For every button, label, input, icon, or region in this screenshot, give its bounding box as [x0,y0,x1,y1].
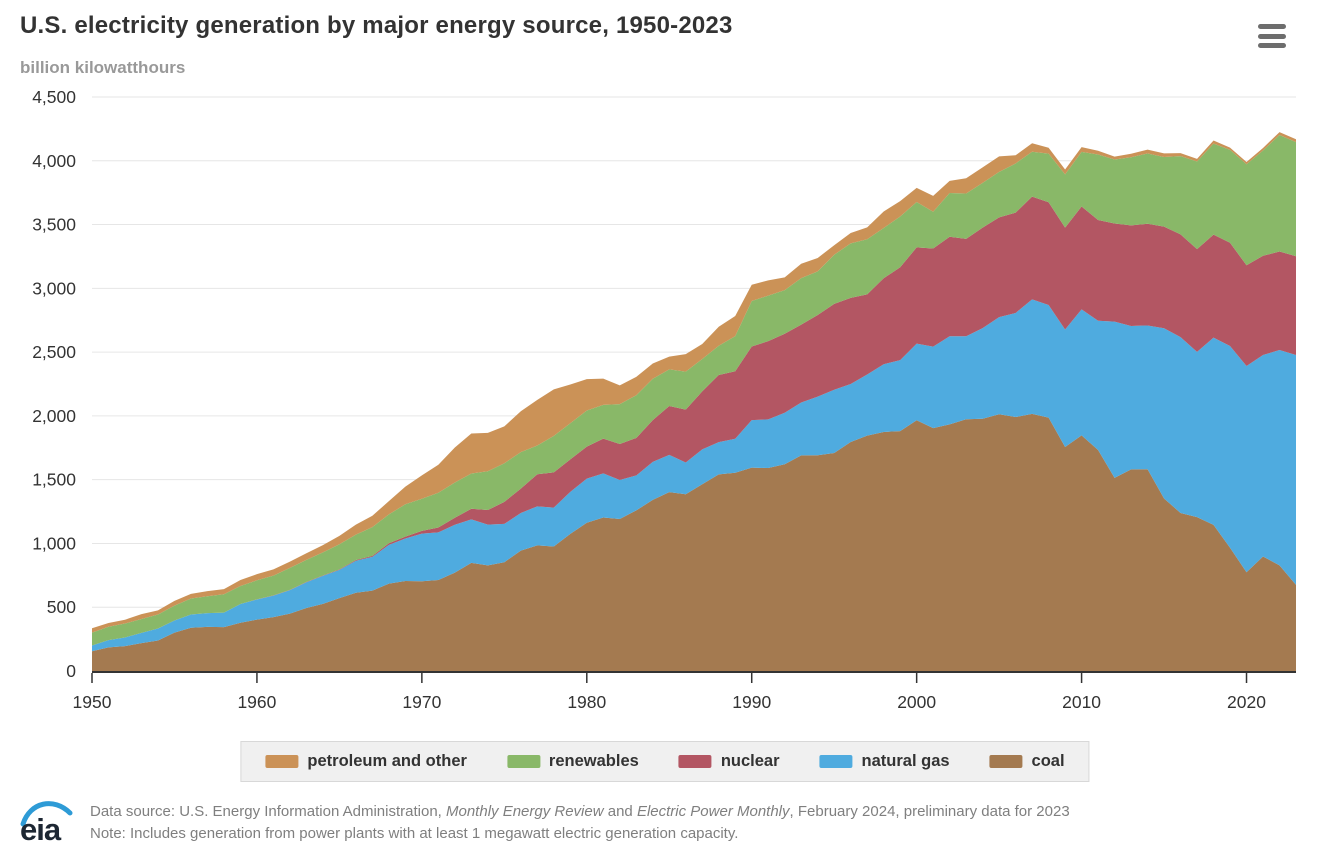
area-coal [92,413,1296,671]
legend-item-nuclear[interactable]: nuclear [678,752,780,771]
chart-units-label: billion kilowatthours [20,58,186,77]
y-tick-label: 1,500 [32,470,76,490]
hamburger-bar [1258,33,1286,39]
y-tick-label: 3,000 [32,278,76,298]
x-tick-label: 2000 [897,692,936,712]
nuclear-swatch-icon [678,755,712,768]
x-tick-label: 1950 [73,692,112,712]
series-areas [92,132,1296,671]
y-axis-labels: 0 500 1,000 1,500 2,000 2,500 3,000 3,500 4,000 4… [32,87,76,681]
y-tick-label: 0 [66,661,76,681]
x-axis-ticks [91,673,1248,683]
hamburger-bar [1258,43,1286,48]
stacked-area-chart: 0 500 1,000 1,500 2,000 2,500 3,000 3,500 4,000 4… [32,87,1296,712]
y-tick-label: 4,500 [32,87,76,107]
y-tick-label: 2,500 [32,342,76,362]
legend-label: petroleum and other [307,752,467,770]
x-tick-label: 2020 [1227,692,1266,712]
x-tick-label: 2010 [1062,692,1101,712]
chart-title: U.S. electricity generation by major ene… [20,12,733,39]
eia-logo-text: eia [20,812,62,846]
legend-label: natural gas [861,752,950,770]
legend-item-renewables[interactable]: renewables [506,752,639,771]
petroleum-swatch-icon [265,755,299,768]
legend-item-coal[interactable]: coal [989,752,1065,771]
chart-legend: petroleum and other renewables nuclear n… [240,741,1090,782]
y-tick-label: 4,000 [32,151,76,171]
x-tick-label: 1970 [402,692,441,712]
natural-gas-swatch-icon [819,755,853,768]
note-line: Note: Includes generation from power pla… [90,825,739,842]
renewables-swatch-icon [506,755,540,768]
x-tick-label: 1960 [237,692,276,712]
legend-label: nuclear [720,752,780,770]
legend-item-petroleum-and-other[interactable]: petroleum and other [265,752,467,771]
coal-swatch-icon [989,755,1023,768]
y-tick-label: 500 [47,597,76,617]
legend-label: coal [1031,752,1065,770]
y-tick-label: 3,500 [32,215,76,235]
area-renewables [92,135,1296,646]
area-petroleum-and-other [92,132,1296,633]
eia-logo: eia [20,801,73,846]
legend-item-natural-gas[interactable]: natural gas [819,752,950,771]
eia-logo-arc [20,801,73,827]
y-tick-label: 1,000 [32,533,76,553]
plot-area: 0 500 1,000 1,500 2,000 2,500 3,000 3,500 4,000 4… [0,85,1330,735]
x-tick-label: 1980 [567,692,606,712]
y-tick-label: 2,000 [32,406,76,426]
x-tick-label: 1990 [732,692,771,712]
x-axis-labels: 1950 1960 1970 1980 1990 2000 2010 2020 [73,692,1267,712]
footer: eia Data source: U.S. Energy Information… [18,796,1070,846]
hamburger-menu-icon[interactable] [1258,24,1286,48]
hamburger-bar [1258,24,1286,29]
data-source-line: Data source: U.S. Energy Information Adm… [90,803,1070,820]
legend-label: renewables [548,752,639,770]
area-nuclear [92,196,1296,646]
footer-text: Data source: U.S. Energy Information Adm… [90,801,1070,845]
area-natural-gas [92,299,1296,652]
